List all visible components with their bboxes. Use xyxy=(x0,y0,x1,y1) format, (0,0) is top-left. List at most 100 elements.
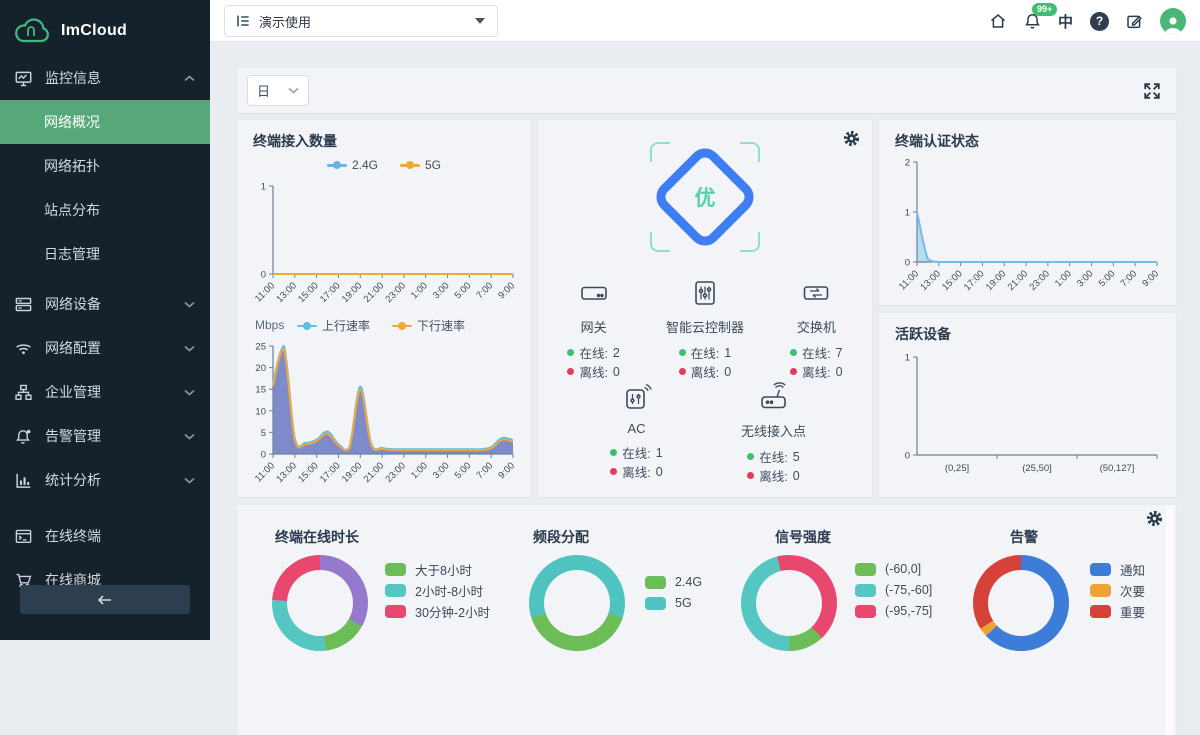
alarm-donut xyxy=(973,555,1069,651)
online-dot xyxy=(747,453,755,460)
online-count: 5 xyxy=(792,449,800,464)
sidebar-item-log-management[interactable]: 日志管理 xyxy=(0,232,210,276)
fullscreen-expand-icon[interactable] xyxy=(1144,83,1160,99)
svg-text:3:00: 3:00 xyxy=(431,280,452,301)
settings-gear-icon[interactable] xyxy=(843,130,860,147)
legend-marker xyxy=(392,321,413,330)
legend-item[interactable]: 下行速率 xyxy=(392,317,465,334)
sidebar-collapse-button[interactable] xyxy=(20,585,190,614)
donut-legend: 通知 次要 重要 xyxy=(1090,562,1145,620)
svg-text:0: 0 xyxy=(261,450,266,461)
sidebar-item-online-terminals[interactable]: 在线终端 xyxy=(0,514,210,558)
legend-item[interactable]: 2.4G xyxy=(645,575,702,589)
device-name: AC xyxy=(627,421,646,436)
donut-title: 终端在线时长 xyxy=(275,529,359,545)
sidebar-item-statistics[interactable]: 统计分析 xyxy=(0,458,210,502)
sidebar-item-site-distribution[interactable]: 站点分布 xyxy=(0,188,210,232)
sitemap-icon xyxy=(15,384,32,401)
svg-text:23:00: 23:00 xyxy=(1027,268,1052,293)
svg-text:20: 20 xyxy=(255,363,266,374)
svg-text:17:00: 17:00 xyxy=(962,268,987,293)
legend-item[interactable]: 次要 xyxy=(1090,583,1145,599)
legend-item[interactable]: 2.4G xyxy=(326,158,378,172)
sidebar-item-alarm-management[interactable]: 告警管理 xyxy=(0,414,210,458)
legend-label: 上行速率 xyxy=(322,319,371,333)
sidebar-item-label: 网络概况 xyxy=(44,114,100,130)
sidebar-item-label: 统计分析 xyxy=(45,472,101,488)
online-count: 1 xyxy=(724,345,732,360)
svg-text:25: 25 xyxy=(255,342,266,353)
svg-text:21:00: 21:00 xyxy=(1006,268,1031,293)
sidebar-item-network-overview[interactable]: 网络概况 xyxy=(0,100,210,144)
sidebar-item-label: 网络设备 xyxy=(45,296,101,312)
legend-item[interactable]: 大于8小时 xyxy=(385,562,490,578)
online-dot xyxy=(610,449,618,456)
period-selector[interactable]: 日 xyxy=(247,75,309,106)
sidebar-item-network-topology[interactable]: 网络拓扑 xyxy=(0,144,210,188)
donut-legend: 2.4G 5G xyxy=(645,575,702,610)
online-dot xyxy=(567,349,575,356)
sidebar-item-network-devices[interactable]: 网络设备 xyxy=(0,282,210,326)
user-avatar[interactable] xyxy=(1160,8,1186,34)
sidebar-item-monitor-info[interactable]: 监控信息 xyxy=(0,56,210,100)
settings-gear-icon[interactable] xyxy=(1146,510,1163,527)
donut-title: 频段分配 xyxy=(533,529,589,545)
panel-title: 终端认证状态 xyxy=(895,133,979,149)
legend-item[interactable]: 通知 xyxy=(1090,562,1145,578)
offline-count: 0 xyxy=(792,468,800,483)
app-name: ImCloud xyxy=(61,21,128,39)
period-value: 日 xyxy=(257,84,271,99)
legend-item[interactable]: 5G xyxy=(400,158,441,172)
legend-item[interactable]: (-95,-75] xyxy=(855,604,932,618)
legend-item[interactable]: 5G xyxy=(645,596,702,610)
sidebar-item-label: 企业管理 xyxy=(45,384,101,400)
donut-legend: (-60,0] (-75,-60] (-95,-75] xyxy=(855,562,932,618)
language-toggle[interactable]: 中 xyxy=(1057,13,1073,31)
online-count: 1 xyxy=(655,445,663,460)
svg-text:3:00: 3:00 xyxy=(431,460,452,481)
chevron-down-icon xyxy=(288,87,299,94)
panel-title: 终端接入数量 xyxy=(253,133,337,149)
org-selector-dropdown[interactable]: 演示使用 xyxy=(224,5,498,37)
online-duration-donut xyxy=(272,555,368,651)
server-icon xyxy=(15,296,32,313)
svg-text:11:00: 11:00 xyxy=(897,268,921,292)
ac-icon xyxy=(568,382,705,412)
legend-item[interactable]: (-75,-60] xyxy=(855,583,932,597)
svg-text:0: 0 xyxy=(261,270,266,281)
legend-item[interactable]: 2小时-8小时 xyxy=(385,583,490,599)
offline-stat: 离线: 0 xyxy=(568,462,705,481)
offline-stat: 离线: 0 xyxy=(761,362,872,381)
offline-dot xyxy=(610,468,618,475)
donut-legend: 大于8小时 2小时-8小时 30分钟-2小时 xyxy=(385,562,490,620)
legend-item[interactable]: 上行速率 xyxy=(297,317,370,334)
home-icon[interactable] xyxy=(989,12,1007,30)
legend-item[interactable]: 30分钟-2小时 xyxy=(385,604,490,620)
sidebar-item-network-config[interactable]: 网络配置 xyxy=(0,326,210,370)
feedback-edit-icon[interactable] xyxy=(1126,13,1143,30)
device-name: 交换机 xyxy=(796,320,836,335)
sidebar-item-label: 在线商城 xyxy=(45,572,101,588)
legend-marker xyxy=(297,321,317,330)
svg-text:17:00: 17:00 xyxy=(318,280,343,305)
wifi-icon xyxy=(15,340,32,357)
sidebar-item-label: 网络拓扑 xyxy=(44,158,100,174)
help-icon[interactable]: ? xyxy=(1090,11,1109,31)
svg-text:11:00: 11:00 xyxy=(253,280,277,304)
sidebar-item-enterprise-management[interactable]: 企业管理 xyxy=(0,370,210,414)
notifications-bell-icon[interactable]: 99+ xyxy=(1024,3,1058,30)
offline-dot xyxy=(567,368,575,375)
arrow-left-icon xyxy=(97,594,113,606)
svg-text:9:00: 9:00 xyxy=(1140,268,1161,289)
cloud-logo-icon xyxy=(12,14,52,48)
terminal-icon xyxy=(15,528,32,545)
offline-stat: 离线: 0 xyxy=(649,362,760,381)
chevron-down-icon xyxy=(184,433,195,440)
svg-text:(25,50]: (25,50] xyxy=(1022,463,1052,474)
offline-count: 0 xyxy=(612,364,620,379)
svg-text:3:00: 3:00 xyxy=(1075,268,1096,289)
legend-item[interactable]: 重要 xyxy=(1090,604,1145,620)
panel-scrollbar[interactable] xyxy=(1166,505,1174,735)
legend-item[interactable]: (-60,0] xyxy=(855,562,932,576)
org-list-icon xyxy=(235,13,251,29)
